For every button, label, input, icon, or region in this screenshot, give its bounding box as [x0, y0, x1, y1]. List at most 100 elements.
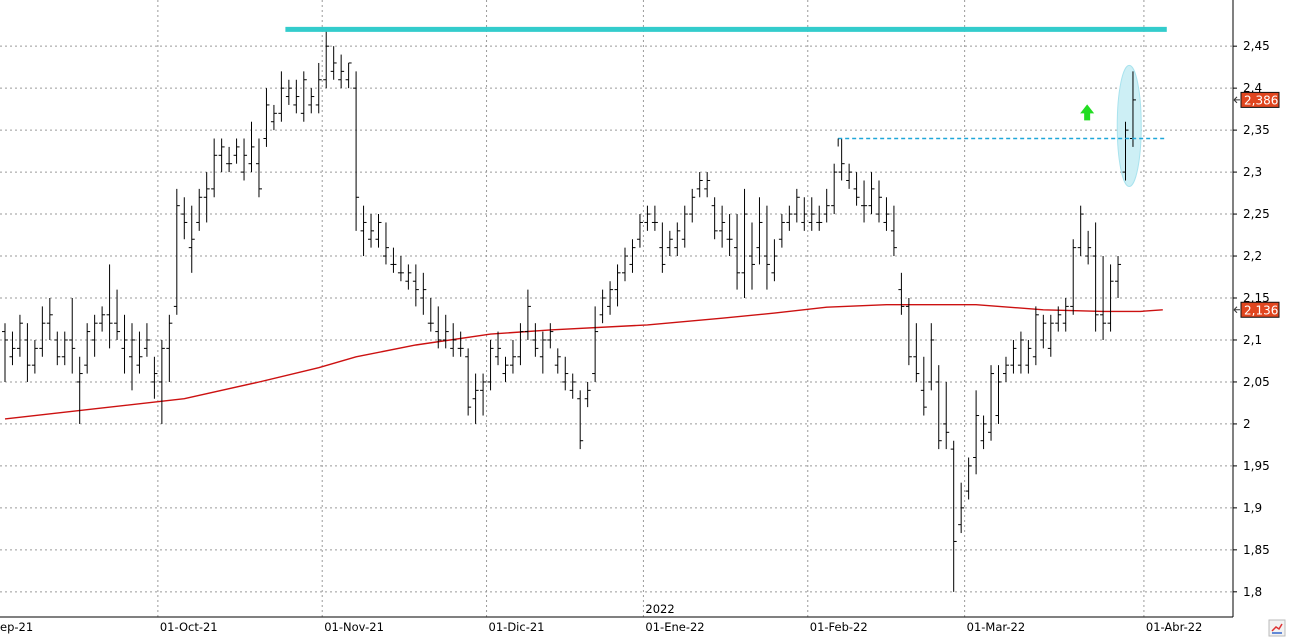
moving-average-label: 2,136: [1244, 303, 1278, 317]
ohlc-bar: [143, 323, 150, 357]
ohlc-bar: [674, 222, 681, 257]
ohlc-bar: [121, 314, 128, 374]
x-tick-label: 01-Ene-22: [645, 620, 704, 634]
grid: [0, 0, 1233, 617]
ohlc-bar: [450, 323, 457, 357]
y-tick-label: 2,45: [1243, 39, 1270, 53]
ohlc-bar: [270, 104, 277, 131]
ohlc-bar: [689, 188, 696, 223]
y-tick-label: 2,05: [1243, 375, 1270, 389]
ohlc-bar: [457, 331, 464, 357]
ohlc-bar: [846, 163, 853, 189]
ohlc-bar: [353, 71, 360, 231]
ohlc-bar: [1010, 339, 1017, 374]
ohlc-bar: [69, 298, 76, 374]
ohlc-bar: [158, 339, 165, 424]
ohlc-bar: [128, 323, 135, 391]
ohlc-bar: [39, 306, 46, 357]
ohlc-bar: [99, 306, 106, 332]
ohlc-bar: [823, 188, 830, 223]
ohlc-bar: [801, 197, 808, 231]
ohlc-bar: [248, 121, 255, 173]
ohlc-bar: [46, 298, 53, 340]
ohlc-bar: [659, 222, 666, 273]
ohlc-bar: [293, 79, 300, 114]
ohlc-bar: [719, 205, 726, 248]
y-tick-label: 1,85: [1243, 543, 1270, 557]
highlight-ellipse: [1116, 64, 1142, 187]
ohlc-bar: [487, 339, 494, 391]
ohlc-bar: [315, 62, 322, 114]
ohlc-bar: [816, 205, 823, 231]
ohlc-bar: [61, 331, 68, 366]
ohlc-bar: [405, 264, 412, 290]
moving-average-layer: [4, 304, 1163, 420]
ohlc-bar: [76, 356, 83, 424]
ohlc-bar: [734, 214, 741, 290]
y-tick-label: 2,4: [1243, 81, 1262, 95]
ohlc-bar: [24, 323, 31, 382]
ohlc-bar: [345, 62, 352, 89]
ohlc-bar: [9, 331, 16, 366]
ohlc-bar: [502, 356, 509, 382]
plot-background: [0, 0, 1233, 617]
ohlc-bar: [629, 239, 636, 273]
x-tick-label: 01-Dic-21: [489, 620, 545, 634]
ohlc-bar: [569, 373, 576, 399]
ohlc-bar: [950, 440, 957, 592]
ohlc-bar: [495, 331, 502, 366]
ohlc-bar: [442, 314, 449, 349]
ohlc-bar: [263, 88, 270, 147]
ohlc-bar: [203, 172, 210, 223]
ohlc-bar: [1017, 331, 1024, 374]
ohlc-bar: [31, 339, 38, 374]
ohlc-bar: [883, 197, 890, 231]
ohlc-bar: [375, 214, 382, 248]
ohlc-bar: [338, 54, 345, 89]
ohlc-bar: [472, 373, 479, 424]
y-tick-label: 2,25: [1243, 207, 1270, 221]
ohlc-bar: [1115, 256, 1122, 299]
x-axis-ticks: ep-21 01-Oct-21 01-Nov-21 01-Dic-21 01-Ene-2…: [0, 602, 1202, 634]
ohlc-bar: [84, 323, 91, 374]
ohlc-bar: [323, 29, 330, 89]
ohlc-bar: [1070, 239, 1077, 315]
ohlc-bar: [771, 239, 778, 282]
y-tick-label: 2,1: [1243, 333, 1262, 347]
ohlc-bar: [666, 230, 673, 257]
moving-average-box: [1240, 301, 1280, 318]
ohlc-bar: [756, 197, 763, 265]
ohlc-bar: [390, 247, 397, 273]
year-label: 2022: [645, 602, 674, 616]
ohlc-bar: [584, 381, 591, 408]
ohlc-bar: [91, 314, 98, 357]
ohlc-bar: [151, 356, 158, 399]
ohlc-bar: [360, 205, 367, 257]
ohlc-bar: [368, 214, 375, 248]
ohlc-bar: [681, 205, 688, 248]
annotation-lines: [285, 26, 1167, 147]
ohlc-bar: [2, 323, 8, 382]
ohlc-bar: [1122, 121, 1129, 181]
ohlc-bar: [636, 214, 643, 248]
x-tick-label: 01-Abr-22: [1146, 620, 1202, 634]
ohlc-bar: [285, 79, 292, 105]
ohlc-bar: [562, 356, 569, 391]
ohlc-bar: [1025, 339, 1032, 374]
ohlc-bar: [517, 323, 524, 366]
ohlc-bar: [382, 222, 389, 265]
y-tick-label: 2,35: [1243, 123, 1270, 137]
ohlc-bar: [233, 138, 240, 164]
y-tick-label: 2: [1243, 417, 1251, 431]
ohlc-bar: [181, 197, 188, 240]
ohlc-bar: [420, 272, 427, 315]
ohlc-bar: [868, 172, 875, 215]
ohlc-bar: [920, 356, 927, 416]
ohlc-bar: [524, 289, 531, 340]
price-bars: [2, 29, 1136, 592]
y-tick-label: 2,2: [1243, 249, 1262, 263]
y-tick-label: 1,8: [1243, 585, 1262, 599]
ohlc-bar: [114, 289, 121, 340]
moving-average-badge: 2,136: [1233, 301, 1280, 318]
ohlc-bar: [898, 272, 905, 315]
